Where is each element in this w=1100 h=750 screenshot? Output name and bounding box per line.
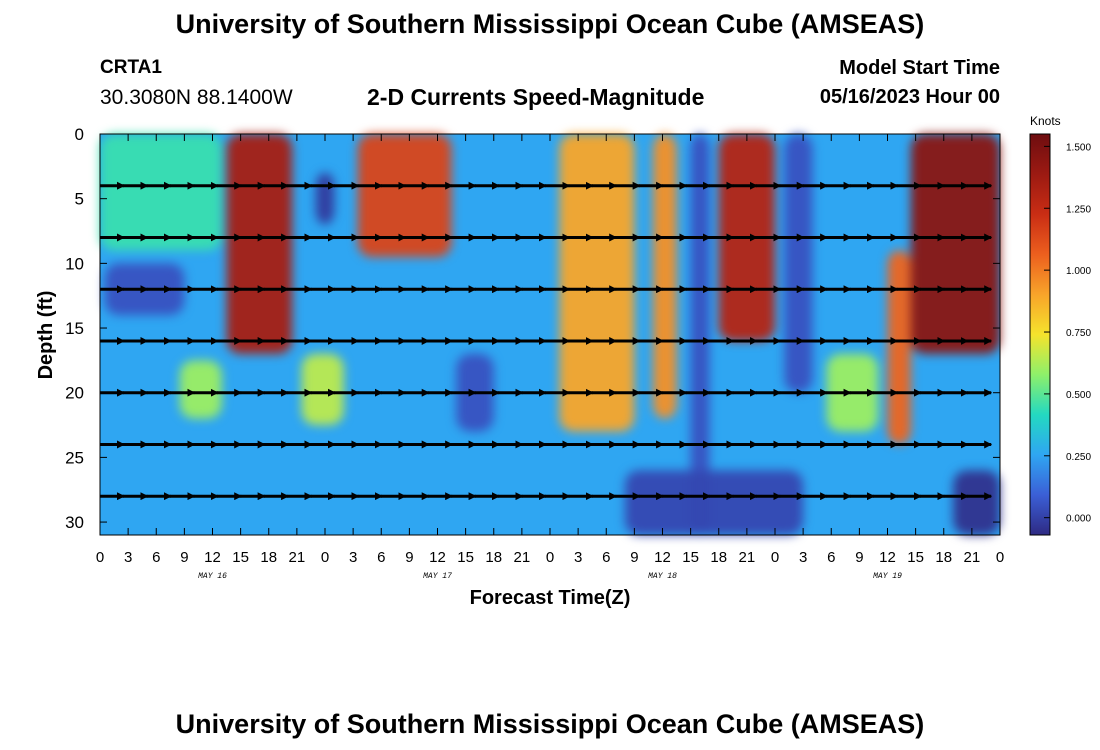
speed-heatmap xyxy=(100,134,1000,535)
speed-cell-9 xyxy=(653,134,677,419)
x-tick-label: 12 xyxy=(654,549,671,566)
date-label: MAY 16 xyxy=(198,572,227,581)
x-tick-label: 15 xyxy=(457,549,474,566)
page-title: University of Southern Mississippi Ocean… xyxy=(175,9,925,39)
x-tick-label: 21 xyxy=(514,549,531,566)
speed-cell-17 xyxy=(953,470,1000,535)
y-axis-label: Depth (ft) xyxy=(35,291,57,380)
x-tick-label: 0 xyxy=(546,549,554,566)
current-vectors xyxy=(100,181,993,501)
x-tick-label: 18 xyxy=(710,549,727,566)
station-name: CRTA1 xyxy=(100,57,162,78)
x-axis-label: Forecast Time(Z) xyxy=(470,587,631,609)
x-tick-label: 15 xyxy=(682,549,699,566)
y-tick-label: 15 xyxy=(65,319,84,338)
date-label: MAY 17 xyxy=(423,572,452,581)
x-tick-label: 15 xyxy=(907,549,924,566)
x-tick-label: 12 xyxy=(429,549,446,566)
speed-cell-1 xyxy=(100,134,222,251)
x-tick-label: 3 xyxy=(799,549,807,566)
x-tick-label: 15 xyxy=(232,549,249,566)
x-tick-label: 0 xyxy=(771,549,779,566)
x-tick-label: 18 xyxy=(935,549,952,566)
x-tick-label: 0 xyxy=(96,549,104,566)
x-tick-label: 6 xyxy=(152,549,160,566)
date-label: MAY 18 xyxy=(648,572,677,581)
x-tick-label: 9 xyxy=(405,549,413,566)
x-tick-label: 6 xyxy=(377,549,385,566)
speed-cell-6 xyxy=(357,134,452,257)
station-coordinates: 30.3080N 88.1400W xyxy=(100,86,293,109)
y-tick-label: 25 xyxy=(65,448,84,467)
colorbar xyxy=(1029,133,1051,536)
x-tick-label: 21 xyxy=(964,549,981,566)
speed-cell-2 xyxy=(179,360,222,419)
y-tick-label: 5 xyxy=(75,190,84,209)
x-tick-label: 21 xyxy=(739,549,756,566)
current-speed-chart: 0 3 6 9 12 15 18 21 0 3 6 9 12 15 18 21 0 3 6 9 12 15 18 21 0 3 6 9… xyxy=(35,114,1091,609)
speed-cell-12 xyxy=(625,470,804,535)
speed-cell-15 xyxy=(887,250,911,445)
speed-cell-8 xyxy=(559,134,635,432)
speed-cell-16 xyxy=(910,134,1000,354)
colorbar-ticks: 1.500 1.250 1.000 0.750 0.500 0.250 0.000 xyxy=(1044,142,1091,525)
x-tick-label: 0 xyxy=(321,549,329,566)
x-tick-label: 18 xyxy=(260,549,277,566)
date-label: MAY 19 xyxy=(873,572,902,581)
x-tick-label: 6 xyxy=(602,549,610,566)
x-tick-label: 0 xyxy=(996,549,1004,566)
x-tick-label: 9 xyxy=(855,549,863,566)
x-tick-label: 21 xyxy=(289,549,306,566)
speed-cell-0 xyxy=(226,134,293,354)
x-tick-label: 12 xyxy=(204,549,221,566)
x-tick-label: 12 xyxy=(879,549,896,566)
y-tick-label: 20 xyxy=(65,384,84,403)
model-start-value: 05/16/2023 Hour 00 xyxy=(819,86,1000,108)
x-tick-label: 6 xyxy=(827,549,835,566)
colorbar-tick-label: 0.250 xyxy=(1066,452,1091,463)
x-tick-label: 9 xyxy=(180,549,188,566)
speed-cell-4 xyxy=(301,353,344,426)
speed-cell-13 xyxy=(784,134,813,393)
x-tick-label: 3 xyxy=(124,549,132,566)
chart-title: 2-D Currents Speed-Magnitude xyxy=(367,84,705,110)
y-tick-label: 10 xyxy=(65,254,84,273)
x-tick-label: 18 xyxy=(485,549,502,566)
x-tick-label: 9 xyxy=(630,549,638,566)
axes: 0 3 6 9 12 15 18 21 0 3 6 9 12 15 18 21 0 3 6 9 12 15 18 21 0 3 6 9… xyxy=(65,125,1004,581)
colorbar-tick-label: 1.250 xyxy=(1066,204,1091,215)
y-tick-label: 0 xyxy=(75,125,84,144)
footer-title: University of Southern Mississippi Ocean… xyxy=(175,709,925,739)
colorbar-tick-label: 1.500 xyxy=(1066,142,1091,153)
speed-cell-5 xyxy=(315,172,335,225)
colorbar-label: Knots xyxy=(1030,114,1061,128)
model-start-label: Model Start Time xyxy=(839,57,1000,79)
y-tick-label: 30 xyxy=(65,513,84,532)
colorbar-tick-label: 0.500 xyxy=(1066,390,1091,401)
x-tick-label: 3 xyxy=(574,549,582,566)
colorbar-tick-label: 1.000 xyxy=(1066,266,1091,277)
x-tick-label: 3 xyxy=(349,549,357,566)
colorbar-tick-label: 0.000 xyxy=(1066,514,1091,525)
colorbar-tick-label: 0.750 xyxy=(1066,328,1091,339)
